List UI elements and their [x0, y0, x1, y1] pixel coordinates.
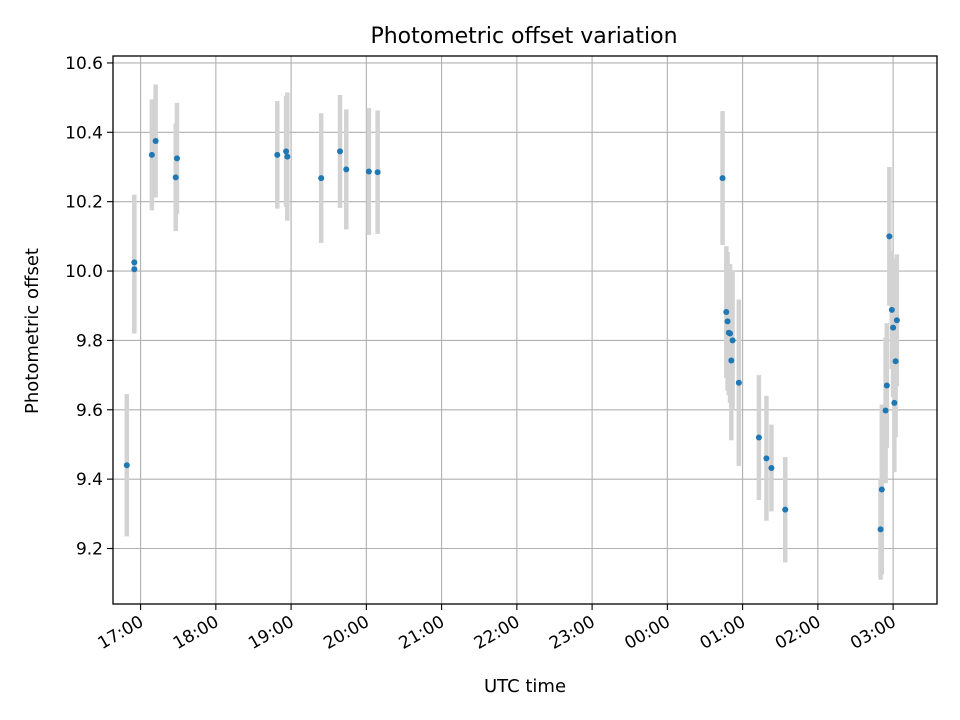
data-point [886, 233, 893, 240]
data-point [735, 379, 742, 386]
data-point [882, 407, 889, 414]
data-point [343, 166, 350, 173]
plot-area-frame [112, 55, 938, 605]
data-point [365, 168, 372, 175]
data-point [729, 337, 736, 344]
y-tick-label: 9.6 [76, 401, 103, 421]
data-point [768, 465, 775, 472]
data-point [148, 151, 155, 158]
data-point [877, 526, 884, 533]
y-tick-label: 10.6 [65, 54, 103, 74]
data-point [284, 153, 291, 160]
y-tick-label: 10.4 [65, 123, 103, 143]
data-point [723, 308, 730, 315]
data-point [755, 434, 762, 441]
data-point [883, 382, 890, 389]
data-point [893, 317, 900, 324]
y-axis-label: Photometric offset [22, 248, 43, 414]
data-point [892, 358, 899, 365]
y-tick-label: 10.2 [65, 193, 103, 213]
data-point [318, 175, 325, 182]
data-point [890, 324, 897, 331]
y-axis-ticks: 9.2 9.4 9.6 9.8 10.0 10.2 10.4 10.6 [65, 54, 113, 560]
data-point [727, 330, 734, 337]
y-tick-label: 9.4 [76, 470, 103, 490]
y-tick-label: 9.8 [76, 331, 103, 351]
data-point [131, 259, 138, 266]
y-tick-label: 9.2 [76, 540, 103, 560]
y-tick-label: 10.0 [65, 262, 103, 282]
data-point [878, 486, 885, 493]
x-axis-label: UTC time [484, 676, 566, 697]
data-point [123, 462, 130, 469]
data-point [719, 175, 726, 182]
data-point [131, 266, 138, 273]
data-point [337, 148, 344, 155]
data-point [283, 148, 290, 155]
chart-title: Photometric offset variation [370, 24, 677, 49]
data-point [888, 306, 895, 313]
data-point [763, 455, 770, 462]
data-points [123, 137, 900, 533]
data-point [891, 399, 898, 406]
data-point [173, 155, 180, 162]
data-point [152, 137, 159, 144]
data-point [782, 506, 789, 513]
data-point [728, 357, 735, 364]
grid-lines [113, 56, 937, 604]
data-point [274, 151, 281, 158]
data-point [724, 318, 731, 325]
data-point [172, 174, 179, 181]
data-point [374, 169, 381, 176]
